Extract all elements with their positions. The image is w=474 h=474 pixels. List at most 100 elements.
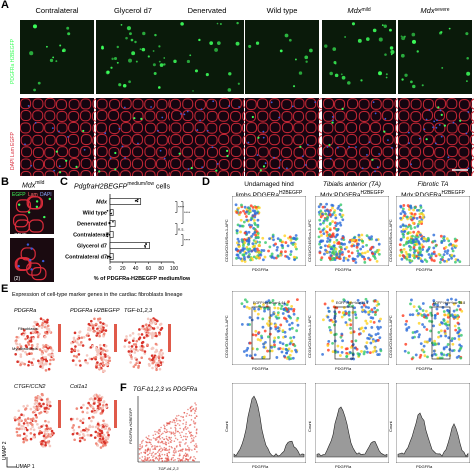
egfp-nucleus <box>255 41 260 45</box>
laminin-fiber <box>194 170 206 176</box>
laminin-fiber <box>155 110 168 122</box>
laminin-fiber <box>26 262 42 276</box>
umap-cell <box>101 355 105 359</box>
egfp-nucleus <box>205 73 209 77</box>
umap-cell <box>103 441 107 445</box>
umap-cell <box>51 349 54 352</box>
scatter-point <box>163 430 166 433</box>
scatter-point <box>148 438 151 441</box>
egfp-nucleus <box>140 117 143 120</box>
dapi-nucleus <box>150 106 152 108</box>
cell-event <box>363 260 367 264</box>
laminin-fiber <box>95 122 107 134</box>
cell-event <box>330 203 334 207</box>
cell-event <box>443 329 447 333</box>
flow-histogram <box>315 383 389 463</box>
cell-event <box>347 311 351 315</box>
umap-cell <box>29 427 33 431</box>
cell-event <box>460 309 464 313</box>
umap-cell <box>98 331 102 334</box>
umap-cell <box>14 353 17 356</box>
cell-event <box>360 305 364 309</box>
scatter-point <box>163 438 165 441</box>
cell-event <box>403 349 407 353</box>
umap-cell <box>145 334 149 337</box>
cell-event <box>375 300 379 304</box>
cell-event <box>296 323 300 327</box>
laminin-fiber <box>32 122 44 134</box>
cell-event <box>345 351 349 355</box>
umap-cell <box>78 433 81 437</box>
umap-cell <box>39 360 43 363</box>
umap-cell <box>128 353 132 356</box>
scatter-point <box>154 430 156 433</box>
panel-c-title: PdgfraH2BEGFPmedium/low cells <box>74 181 170 190</box>
laminin-fiber <box>346 133 358 146</box>
umap-cell <box>82 417 85 421</box>
umap-cell <box>45 400 49 404</box>
flow-title-line1: Undamaged hind <box>244 181 294 188</box>
cell-event <box>361 308 365 312</box>
scatter-point <box>139 445 141 448</box>
egfp-nucleus <box>440 113 443 116</box>
cell-event <box>420 254 424 257</box>
scatter-point <box>140 459 143 461</box>
cell-event <box>259 306 263 310</box>
scatter-point <box>180 459 182 461</box>
scatter-point <box>190 410 192 413</box>
umap-cell <box>72 338 76 342</box>
histogram-area <box>233 395 305 458</box>
egfp-nucleus <box>43 215 46 219</box>
cell-event <box>294 348 297 352</box>
laminin-fiber <box>446 98 458 110</box>
laminin-fiber <box>230 158 242 170</box>
laminin-fiber <box>230 170 242 176</box>
umap-cell <box>88 397 92 401</box>
laminin-fiber <box>269 170 281 176</box>
cell-event <box>249 218 253 222</box>
cell-event <box>361 245 365 249</box>
umap-cell <box>152 360 156 363</box>
cell-event <box>270 349 274 353</box>
cell-event <box>446 327 450 330</box>
scatter-point <box>166 454 169 457</box>
umap-cell <box>32 325 36 328</box>
cell-event <box>236 237 240 241</box>
gate-label: EGFP high+low 6.44 <box>253 301 285 305</box>
umap-cell <box>20 361 24 364</box>
umap-cell <box>151 319 155 322</box>
cell-event <box>241 253 245 257</box>
scatter-point <box>173 449 175 452</box>
egfp-nucleus <box>236 21 239 25</box>
dapi-nucleus <box>262 136 265 139</box>
laminin-fiber <box>458 146 470 158</box>
cell-event <box>336 206 340 210</box>
cell-event <box>408 255 412 259</box>
egfp-nucleus <box>383 130 386 133</box>
laminin-fiber <box>206 122 218 134</box>
cell-event <box>337 310 341 314</box>
cell-event <box>421 216 425 220</box>
cell-event <box>251 333 255 337</box>
dapi-nucleus <box>368 141 371 144</box>
cell-event <box>370 334 373 338</box>
egfp-nucleus <box>288 38 292 42</box>
laminin-fiber <box>409 157 421 169</box>
umap-cell <box>34 330 37 334</box>
cell-event <box>405 215 409 219</box>
umap-cell <box>148 332 152 335</box>
flow-density-plot <box>396 196 470 266</box>
egfp-nucleus <box>128 58 132 63</box>
cell-event <box>440 321 443 324</box>
cell-event <box>270 345 274 349</box>
scatter-point <box>176 415 178 417</box>
umap-cell <box>98 403 102 406</box>
laminin-fiber <box>68 110 80 122</box>
cell-event <box>281 329 285 332</box>
umap-cell <box>129 347 133 351</box>
cell-event <box>240 322 244 326</box>
cell-event <box>426 340 429 344</box>
cell-event <box>282 354 286 358</box>
egfp-nucleus <box>194 69 199 73</box>
egfp-nucleus <box>215 169 218 172</box>
